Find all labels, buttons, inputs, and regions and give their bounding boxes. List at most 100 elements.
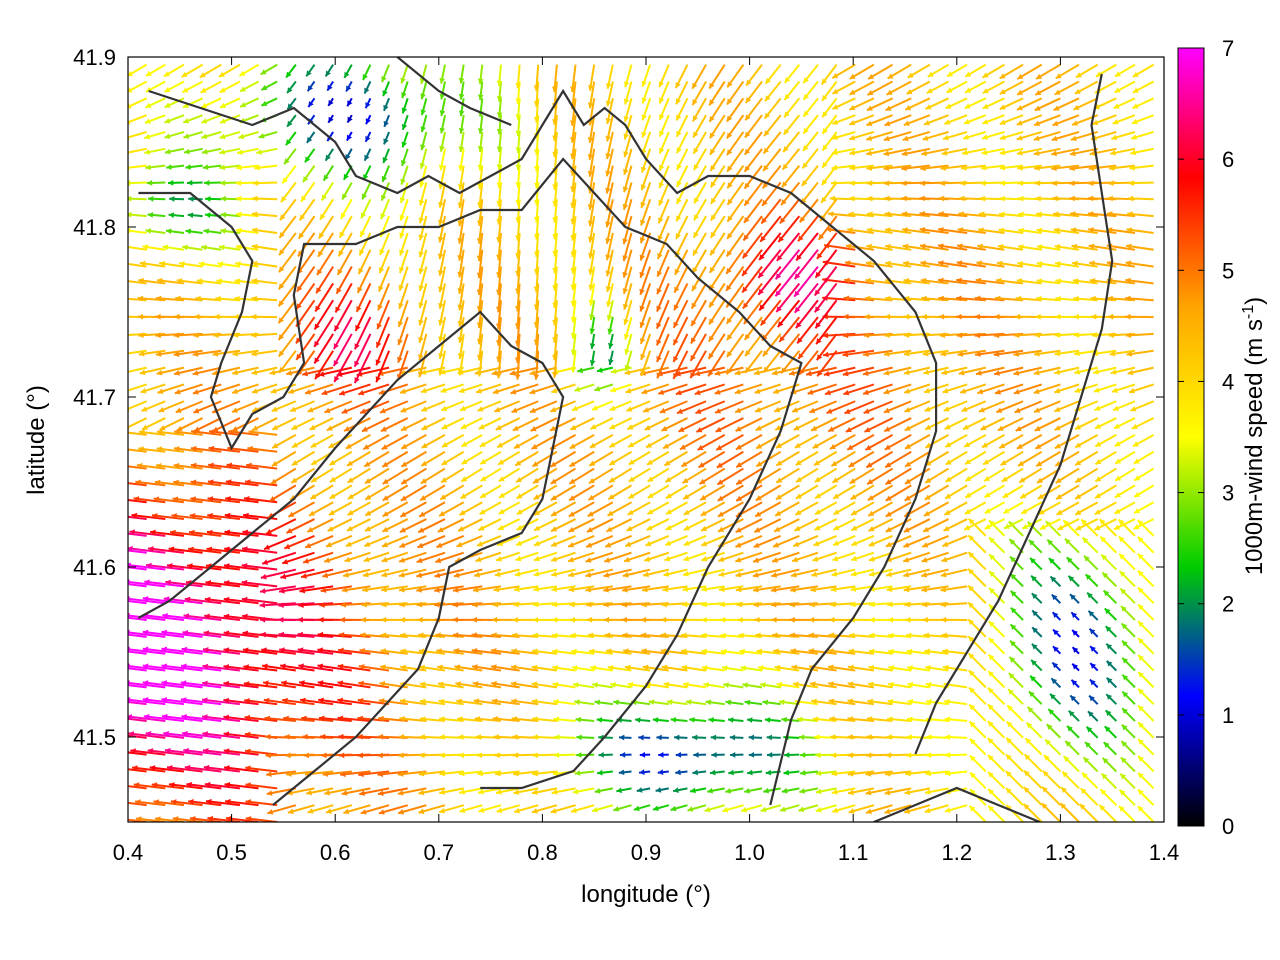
wind-vector-head xyxy=(849,149,856,156)
wind-vector-head xyxy=(656,339,662,346)
wind-vector-head xyxy=(531,789,538,796)
wind-vector-head xyxy=(242,630,249,637)
wind-vector-head xyxy=(727,165,733,172)
wind-vector-head xyxy=(605,118,612,124)
wind-vector-head xyxy=(533,304,540,310)
wind-vector-head xyxy=(164,102,171,108)
wind-vector-head xyxy=(244,496,250,502)
wind-vector-head xyxy=(104,351,110,357)
wind-vector-head xyxy=(665,524,672,530)
wind-vector-head xyxy=(655,787,662,793)
wind-vector-head xyxy=(533,117,540,123)
wind-vector-head xyxy=(334,325,340,332)
wind-vector-head xyxy=(1051,180,1057,187)
wind-vector-head xyxy=(291,460,298,466)
wind-vector-head xyxy=(476,752,482,759)
wind-vector-head xyxy=(416,572,423,578)
wind-vector xyxy=(128,614,166,622)
wind-vector-head xyxy=(623,116,630,122)
wind-vector-head xyxy=(680,648,687,655)
wind-vector-head xyxy=(754,388,761,394)
wind-vector xyxy=(793,249,819,280)
wind-vector-head xyxy=(773,542,780,548)
wind-vector-head xyxy=(234,278,241,285)
wind-vector-head xyxy=(493,734,499,740)
wind-vector-head xyxy=(338,752,345,759)
wind-vector-head xyxy=(1122,674,1129,681)
wind-vector-head xyxy=(328,827,334,832)
wind-vector-head xyxy=(161,629,168,636)
wind-vector-head xyxy=(419,511,426,517)
wind-vector-head xyxy=(529,388,536,395)
wind-vector-head xyxy=(980,424,987,431)
wind-vector-head xyxy=(941,556,948,563)
wind-vector-head xyxy=(642,586,648,593)
wind-vector-head xyxy=(91,714,97,720)
wind-vector-head xyxy=(1093,368,1099,375)
wind-vector-head xyxy=(605,135,612,142)
wind-vector-head xyxy=(921,601,928,608)
wind-vector-head xyxy=(87,613,93,619)
wind-vector-head xyxy=(701,601,707,608)
wind-vector-head xyxy=(925,477,932,483)
wind-vector-head xyxy=(622,586,628,593)
wind-vector-head xyxy=(159,260,165,267)
wind-vector-head xyxy=(237,149,243,155)
wind-vector-head xyxy=(808,616,815,623)
wind-vector-head xyxy=(1051,678,1058,685)
wind-vector-head xyxy=(826,226,832,233)
wind-vector-head xyxy=(309,510,316,516)
wind-vector-head xyxy=(512,616,518,623)
wind-vector-head xyxy=(1052,195,1058,202)
wind-vector-head xyxy=(251,295,257,302)
wind-vector-head xyxy=(866,462,873,468)
wind-vector-head xyxy=(832,555,839,562)
wind-vector-head xyxy=(867,681,874,688)
wind-vector-head xyxy=(606,526,613,532)
wind-vector-head xyxy=(904,369,910,376)
wind-vector-head xyxy=(1130,406,1137,412)
wind-vector-head xyxy=(131,512,138,519)
wind-vector xyxy=(128,597,166,605)
wind-vector-head xyxy=(586,542,593,548)
wind-vector-head xyxy=(441,405,448,412)
wind-vector-head xyxy=(416,587,422,593)
wind-vector-head xyxy=(760,235,766,242)
wind-vector-head xyxy=(589,442,596,448)
wind-vector-head xyxy=(867,211,873,218)
wind-vector-head xyxy=(552,302,558,309)
wind-vector-head xyxy=(509,370,516,376)
wind-vector xyxy=(128,482,147,487)
wind-vector xyxy=(353,333,372,368)
wind-vector xyxy=(759,215,782,243)
wind-vector-head xyxy=(382,156,388,163)
wind-vector-head xyxy=(775,273,782,280)
wind-vector-head xyxy=(940,165,947,171)
wind-vector xyxy=(695,400,726,415)
wind-vector-head xyxy=(1107,295,1113,302)
wind-vector-head xyxy=(378,809,385,815)
wind-vector xyxy=(128,753,129,755)
wind-vector-head xyxy=(770,586,777,593)
wind-vector-head xyxy=(1104,608,1111,615)
wind-vector-head xyxy=(309,424,316,430)
wind-vector-head xyxy=(104,180,109,186)
wind-vector-head xyxy=(533,601,539,608)
wind-vector-head xyxy=(922,616,928,623)
wind-vector-head xyxy=(829,601,836,608)
wind-vector-head xyxy=(183,613,190,619)
wind-vector xyxy=(203,631,241,638)
wind-vector-head xyxy=(1069,150,1076,157)
wind-vector xyxy=(151,783,185,790)
wind-vector xyxy=(162,614,203,622)
wind-vector-head xyxy=(968,568,974,575)
wind-vector-head xyxy=(790,586,796,593)
wind-vector xyxy=(224,513,259,521)
wind-vector xyxy=(202,648,241,655)
wind-vector-head xyxy=(988,771,994,778)
wind-vector-head xyxy=(647,509,654,515)
wind-vector-head xyxy=(142,697,149,703)
wind-vector-head xyxy=(1009,539,1016,545)
wind-vector-head xyxy=(641,601,647,608)
wind-vector-head xyxy=(260,573,267,580)
